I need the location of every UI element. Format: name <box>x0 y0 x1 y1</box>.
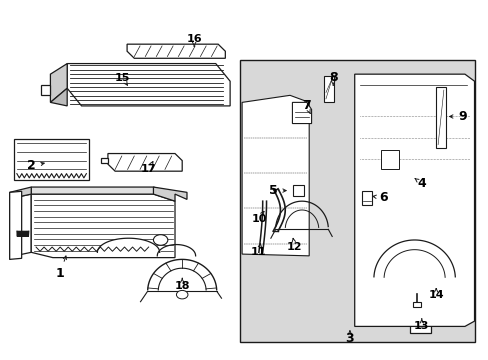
Polygon shape <box>31 187 175 194</box>
Polygon shape <box>242 95 308 256</box>
Text: 6: 6 <box>378 191 387 204</box>
Bar <box>361 191 372 205</box>
Bar <box>293 185 304 196</box>
Text: 8: 8 <box>328 71 337 84</box>
Text: 11: 11 <box>251 247 266 257</box>
Text: 16: 16 <box>186 34 202 44</box>
Bar <box>323 76 333 102</box>
Polygon shape <box>354 74 473 327</box>
Circle shape <box>429 283 441 292</box>
Text: 4: 4 <box>417 177 426 190</box>
Polygon shape <box>292 102 311 123</box>
Polygon shape <box>108 154 182 171</box>
Bar <box>380 150 399 170</box>
Text: 7: 7 <box>302 99 310 112</box>
Circle shape <box>406 278 427 294</box>
Text: 10: 10 <box>251 214 266 224</box>
Text: 9: 9 <box>457 110 466 123</box>
Polygon shape <box>31 194 175 258</box>
Bar <box>409 316 430 333</box>
Polygon shape <box>50 88 67 106</box>
Polygon shape <box>153 187 186 201</box>
Text: 12: 12 <box>286 242 302 252</box>
Polygon shape <box>127 44 225 58</box>
Polygon shape <box>41 85 50 95</box>
Bar <box>15 139 89 180</box>
Polygon shape <box>50 64 67 102</box>
Text: 5: 5 <box>268 184 277 197</box>
Circle shape <box>176 291 187 299</box>
Circle shape <box>153 235 167 245</box>
Text: 15: 15 <box>114 73 130 83</box>
Text: 17: 17 <box>141 165 156 174</box>
Text: 14: 14 <box>427 290 443 300</box>
Bar <box>239 60 473 342</box>
Polygon shape <box>10 187 31 259</box>
Text: 2: 2 <box>27 159 36 172</box>
Text: 3: 3 <box>345 332 353 345</box>
Polygon shape <box>101 158 108 163</box>
Polygon shape <box>67 64 230 106</box>
Polygon shape <box>15 194 31 256</box>
Text: 1: 1 <box>56 267 64 280</box>
Polygon shape <box>10 191 21 259</box>
Text: 18: 18 <box>174 281 189 291</box>
Bar <box>412 302 420 307</box>
Text: 13: 13 <box>413 321 428 332</box>
Bar <box>435 86 445 148</box>
